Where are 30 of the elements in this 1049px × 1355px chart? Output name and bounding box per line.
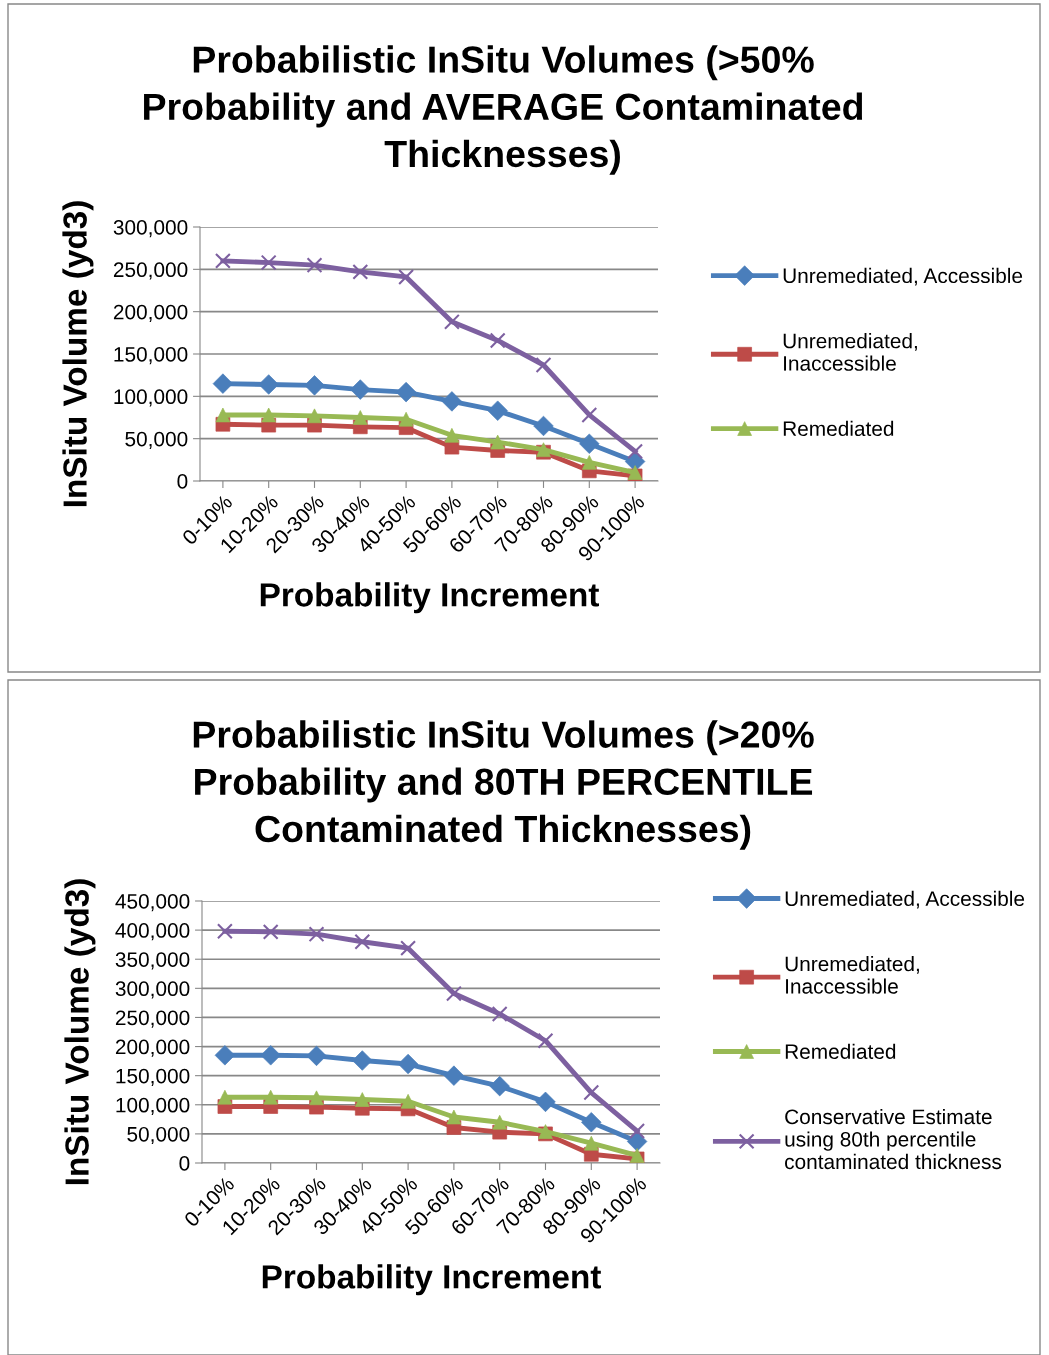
y-tick-label: 150,000 xyxy=(114,347,188,365)
y-tick-label: 250,000 xyxy=(113,262,188,280)
y-tick-label: 100,000 xyxy=(116,1097,190,1115)
y-tick-label: 300,000 xyxy=(115,981,190,999)
y-tick-label: 250,000 xyxy=(115,1010,190,1028)
y-tick-label: 200,000 xyxy=(113,304,188,322)
y-tick-label: 300,000 xyxy=(113,220,188,238)
legend-label: Unremediated, Inaccessible xyxy=(785,956,919,994)
chart-title: Probabilistic InSitu Volumes (>20% Probability and 80TH PERCENTILE Contaminated Thicknesses) xyxy=(193,720,814,850)
legend-label: Unremediated, Accessible xyxy=(783,267,1023,286)
chart-title: Probabilistic InSitu Volumes (>50% Probability and AVERAGE Contaminated Thicknesses) xyxy=(144,45,863,175)
y-tick-label: 400,000 xyxy=(115,923,190,941)
y-tick-label: 350,000 xyxy=(115,952,190,970)
y-tick-label: 150,000 xyxy=(116,1068,190,1086)
x-axis-title: Probability Increment xyxy=(262,1264,602,1296)
y-tick-label: 0 xyxy=(177,474,188,489)
y-tick-label: 100,000 xyxy=(114,389,188,407)
legend-label: Unremediated, Accessible xyxy=(785,890,1025,909)
legend-label: Conservative Estimate using 80th percentile contaminated thickness xyxy=(785,1108,1002,1170)
legend-label: Unremediated, Inaccessible xyxy=(783,333,917,371)
y-axis-title: InSitu Volume (yd3) xyxy=(64,879,96,1185)
x-axis-title: Probability Increment xyxy=(260,582,600,614)
legend-label: Remediated xyxy=(783,420,894,437)
y-tick-label: 50,000 xyxy=(125,431,188,449)
y-axis-title: InSitu Volume (yd3) xyxy=(62,201,94,507)
y-tick-label: 200,000 xyxy=(115,1039,190,1057)
y-tick-label: 50,000 xyxy=(127,1126,190,1145)
legend-label: Remediated xyxy=(785,1043,896,1059)
y-tick-label: 0 xyxy=(179,1156,190,1171)
y-tick-label: 450,000 xyxy=(115,894,190,912)
